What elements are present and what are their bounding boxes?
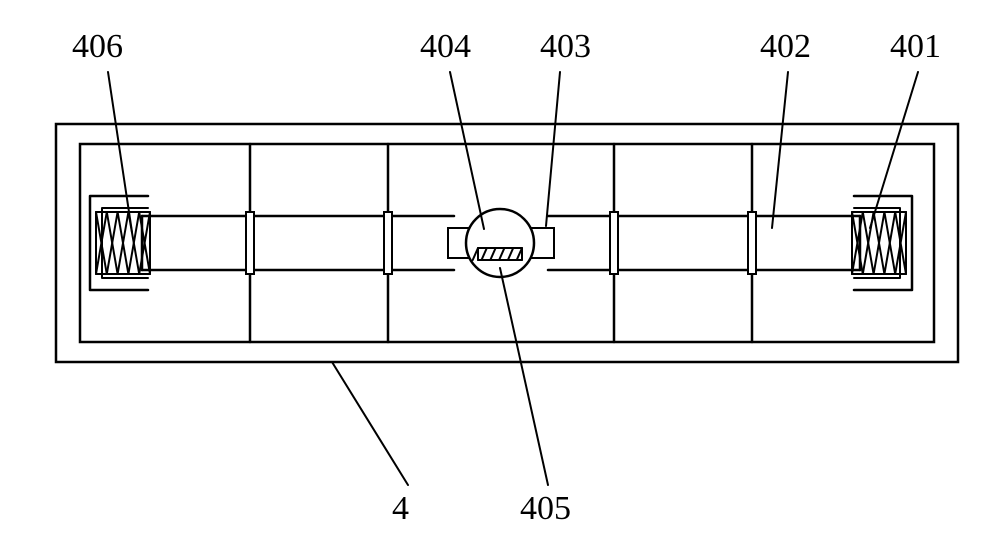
label-4: 4 bbox=[392, 490, 409, 528]
diagram-svg bbox=[0, 0, 1000, 552]
label-406: 406 bbox=[72, 28, 123, 66]
label-401: 401 bbox=[890, 28, 941, 66]
label-403: 403 bbox=[540, 28, 591, 66]
label-405: 405 bbox=[520, 490, 571, 528]
label-402: 402 bbox=[760, 28, 811, 66]
diagram-stage: 406 404 403 402 401 4 405 bbox=[0, 0, 1000, 552]
label-404: 404 bbox=[420, 28, 471, 66]
